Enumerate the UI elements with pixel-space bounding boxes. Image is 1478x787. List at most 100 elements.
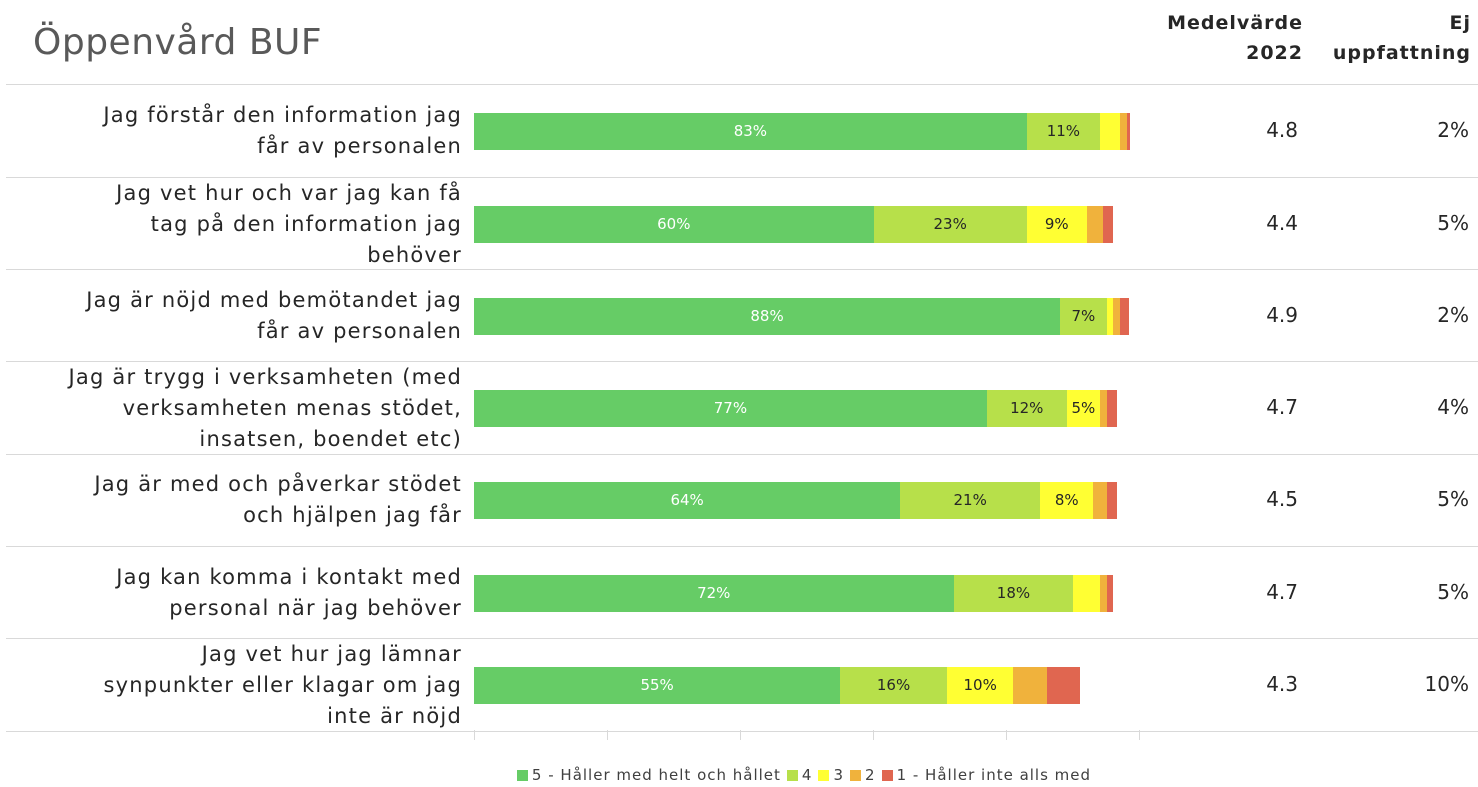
bar-value-label: 9% [1044,215,1069,233]
bar-segment-2 [1120,112,1127,150]
bar-value-label: 64% [670,491,704,509]
x-axis-tick [873,730,874,740]
bar-value-label: 18% [996,584,1031,602]
mean-column-header: Medelvärde 2022 [1167,8,1303,68]
bar-segment-5: 88% [474,297,1061,335]
row-label-line: Jag vet hur och var jag kan få [116,180,462,205]
bar-segment-4: 21% [900,481,1041,519]
bar-segment-4: 18% [953,574,1074,612]
row-divider [6,269,1478,270]
bar-value-label: 7% [1071,307,1096,325]
row-label-line: Jag är trygg i verksamheten (med [68,364,462,389]
legend-swatch [786,769,798,781]
x-axis-tick [474,730,475,740]
no-opinion-value: 4% [1437,395,1469,419]
row-divider [6,177,1478,178]
bar-segment-5: 60% [474,205,874,243]
bar-value-label: 12% [1010,399,1044,417]
row-label-line: insatsen, boendet etc) [199,426,462,451]
row-label: Jag förstår den information jag får av pe… [0,100,462,162]
bar-value-label: 77% [713,399,748,417]
legend-label: 3 [833,766,845,784]
x-axis-tick [740,730,741,740]
bar-segment-5: 64% [474,481,901,519]
bar-segment-4: 11% [1026,112,1101,150]
bar-segment-1 [1126,112,1130,150]
bar-value-label: 5% [1071,399,1096,417]
bar-segment-3: 8% [1040,481,1094,519]
legend-item: 3 [818,766,844,784]
legend-item: 1 - Håller inte alls med [881,766,1092,784]
row-divider [6,731,1478,732]
legend-label: 5 - Håller med helt och hållet [531,766,781,784]
row-divider [6,454,1478,455]
legend-swatch [850,769,862,781]
mean-value: 4.4 [1266,211,1298,235]
row-label-line: verksamheten menas stödet, [122,395,462,420]
no-opinion-value: 2% [1437,303,1469,327]
row-label-line: Jag vet hur jag lämnar [201,641,462,666]
bar-segment-3: 10% [946,666,1014,704]
bar-segment-1 [1106,389,1117,427]
bar-value-label: 11% [1046,122,1081,140]
bar-value-label: 72% [697,584,731,602]
bar-segment-2 [1086,205,1104,243]
bar-segment-1 [1106,481,1117,519]
legend-swatch [818,769,830,781]
legend-swatch [881,769,893,781]
x-axis-tick [1139,730,1140,740]
bar-value-label: 10% [963,676,997,694]
bar-value-label: 23% [933,215,967,233]
row-label-line: behöver [367,242,462,267]
row-label-line: får av personalen [257,134,462,158]
bar-segment-5: 55% [474,666,841,704]
row-label-line: Jag förstår den information jag [103,103,462,127]
bar-segment-2 [1093,481,1107,519]
x-axis-tick [607,730,608,740]
bar-segment-5: 77% [474,389,987,427]
bar-segment-2 [1100,389,1107,427]
bar-value-label: 60% [657,215,691,233]
no-opinion-header-line-2: uppfattning [1332,42,1471,64]
mean-header-line-2: 2022 [1246,42,1303,64]
row-label-line: Jag kan komma i kontakt med [116,565,462,589]
no-opinion-column-header: Ej uppfattning [1333,8,1471,68]
row-label: Jag vet hur jag lämnar synpunkter eller k… [0,639,462,732]
mean-value: 4.5 [1266,487,1298,511]
row-label-line: inte är nöjd [327,703,462,728]
bar-segment-3: 9% [1026,205,1087,243]
bar-segment-5: 72% [474,574,954,612]
bar-segment-1 [1103,205,1114,243]
row-label-line: synpunkter eller klagar om jag [103,672,462,697]
no-opinion-value: 2% [1437,118,1469,142]
legend-item: 2 [850,766,876,784]
bar-segment-3 [1106,297,1114,335]
row-label: Jag kan komma i kontakt med personal när … [0,562,462,624]
row-label: Jag vet hur och var jag kan få tag på den… [0,178,462,271]
row-label-line: och hjälpen jag får [243,503,462,527]
page-title: Öppenvård BUF [33,22,323,63]
bar-segment-4: 7% [1060,297,1107,335]
no-opinion-value: 5% [1437,487,1469,511]
bar-segment-2 [1113,297,1121,335]
mean-value: 4.7 [1266,395,1298,419]
bar-segment-2 [1100,574,1107,612]
bar-value-label: 21% [953,491,987,509]
bar-value-label: 16% [876,676,911,694]
mean-value: 4.8 [1266,118,1298,142]
bar-value-label: 88% [750,307,784,325]
bar-segment-1 [1120,297,1129,335]
legend-label: 2 [865,766,876,784]
bar-segment-3 [1100,112,1120,150]
mean-header-line-1: Medelvärde [1167,12,1303,34]
row-label-line: tag på den information jag [150,211,462,236]
bar-segment-3 [1073,574,1101,612]
row-label: Jag är trygg i verksamheten (med verksamh… [0,362,462,455]
bar-segment-3: 5% [1066,389,1101,427]
row-divider [6,361,1478,362]
legend-label: 1 - Håller inte alls med [896,766,1092,784]
bar-value-label: 55% [640,676,674,694]
row-label-line: personal när jag behöver [169,596,462,620]
bar-value-label: 8% [1054,491,1079,509]
row-label: Jag är nöjd med bemötandet jag får av per… [0,285,462,347]
